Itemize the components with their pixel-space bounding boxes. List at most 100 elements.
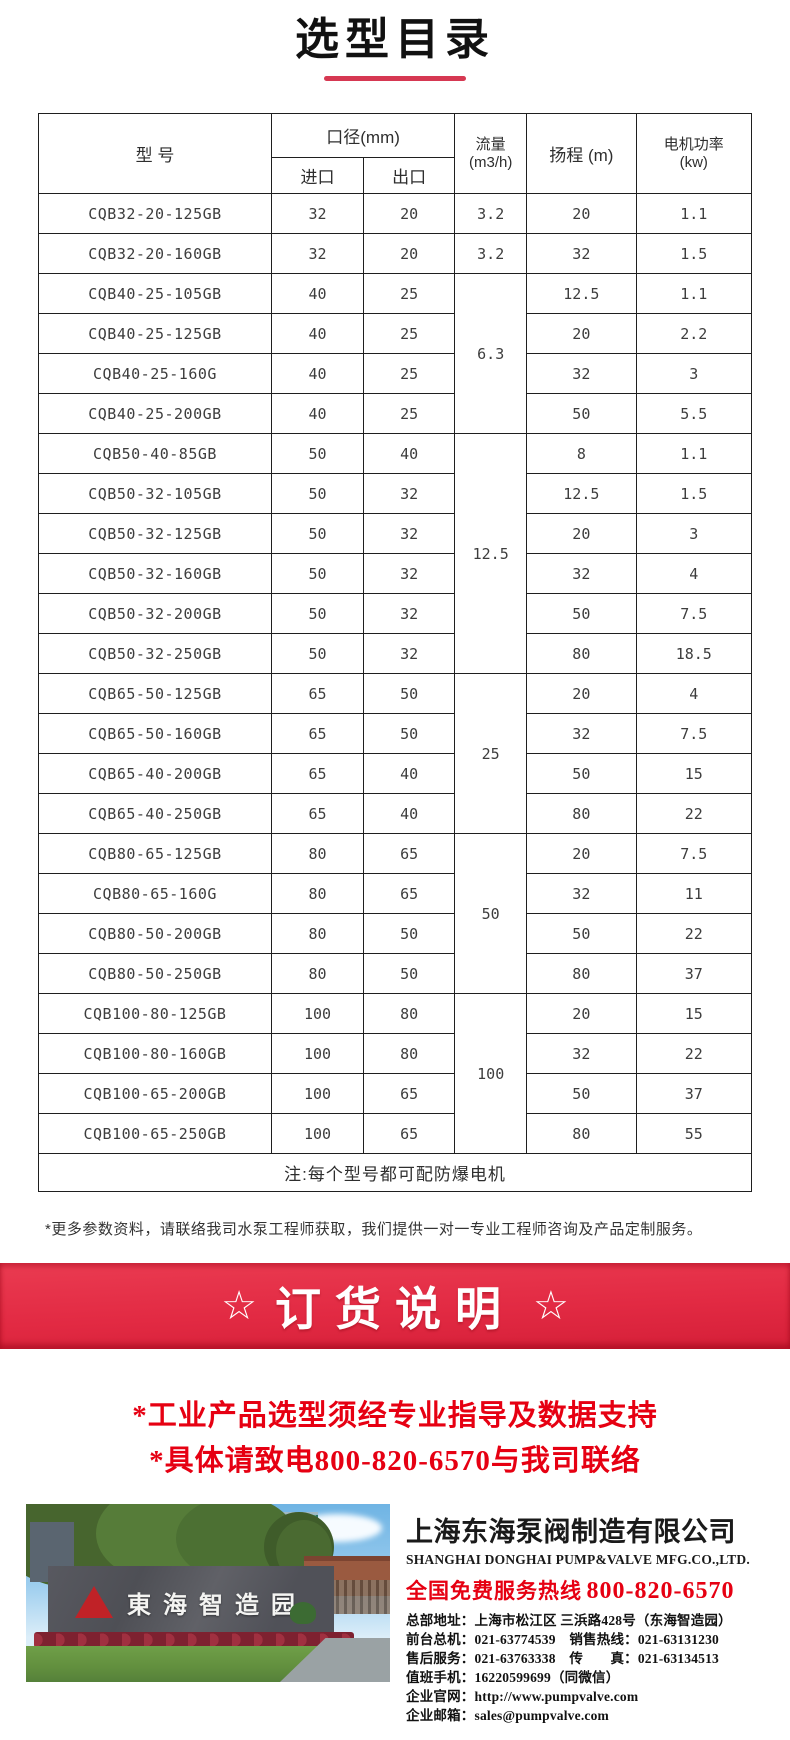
table-row: CQB50-32-200GB 50 32 50 7.5 [38, 593, 753, 634]
table-note-row: 注:每个型号都可配防爆电机 [38, 1153, 752, 1192]
cell-power: 7.5 [635, 713, 753, 754]
cell-model: CQB50-32-250GB [38, 633, 272, 674]
cell-outlet: 20 [363, 193, 456, 234]
cell-power: 2.2 [635, 313, 753, 354]
cell-model: CQB40-25-200GB [38, 393, 272, 434]
cell-outlet: 65 [363, 873, 456, 914]
cell-flow: 100 [454, 993, 528, 1154]
hotline-number: 800-820-6570 [586, 1578, 735, 1604]
table-row: CQB40-25-160G 40 25 32 3 [38, 353, 753, 394]
table-row: CQB80-50-200GB 80 50 50 22 [38, 913, 753, 954]
table-row: CQB40-25-200GB 40 25 50 5.5 [38, 393, 753, 434]
photo-palm [290, 1602, 316, 1624]
cell-power: 1.5 [635, 233, 753, 274]
cell-model: CQB100-65-200GB [38, 1073, 272, 1114]
cell-model: CQB80-50-200GB [38, 913, 272, 954]
col-header-model: 型 号 [38, 113, 272, 194]
cell-outlet: 80 [363, 1033, 456, 1074]
cell-inlet: 40 [270, 353, 365, 394]
cell-power: 1.1 [635, 433, 753, 474]
cell-power: 4 [635, 553, 753, 594]
cell-power: 1.1 [635, 193, 753, 234]
table-row: CQB50-32-125GB 50 32 20 3 [38, 513, 753, 554]
company-info-lines: 总部地址：上海市松江区 三浜路428号（东海智造园） 前台总机：021-63774… [406, 1611, 764, 1725]
cell-outlet: 80 [363, 993, 456, 1034]
cell-head: 20 [526, 833, 637, 874]
cell-inlet: 40 [270, 273, 365, 314]
cell-inlet: 50 [270, 433, 365, 474]
cell-model: CQB100-80-125GB [38, 993, 272, 1034]
power-label-line1: 电机功率 [663, 135, 724, 153]
company-name-cn: 上海东海泵阀制造有限公司 [406, 1517, 736, 1547]
table-row: CQB50-32-250GB 50 32 80 18.5 [38, 633, 753, 674]
cell-model: CQB50-40-85GB [38, 433, 272, 474]
cell-power: 37 [635, 953, 753, 994]
cell-outlet: 65 [363, 1113, 456, 1154]
cell-inlet: 100 [270, 1033, 365, 1074]
cell-inlet: 50 [270, 513, 365, 554]
service-hotline: 全国免费服务热线 800-820-6570 [406, 1575, 764, 1605]
table-row: CQB80-50-250GB 80 50 80 37 [38, 953, 753, 994]
cell-model: CQB100-80-160GB [38, 1033, 272, 1074]
order-banner: ☆ 订货说明 ☆ [0, 1263, 790, 1349]
company-photo: 東海智造园 [26, 1504, 390, 1682]
cell-head: 80 [526, 953, 637, 994]
table-row: CQB40-25-125GB 40 25 20 2.2 [38, 313, 753, 354]
cell-outlet: 40 [363, 433, 456, 474]
cell-inlet: 65 [270, 753, 365, 794]
cell-inlet: 50 [270, 593, 365, 634]
cell-power: 1.1 [635, 273, 753, 314]
cell-outlet: 32 [363, 633, 456, 674]
cell-flow: 6.3 [454, 273, 528, 434]
star-icon-right: ☆ [533, 1284, 569, 1328]
company-name-en: SHANGHAI DONGHAI PUMP&VALVE MFG.CO.,LTD. [406, 1552, 750, 1567]
cell-model: CQB50-32-160GB [38, 553, 272, 594]
cell-outlet: 20 [363, 233, 456, 274]
title-underline [324, 76, 466, 81]
cell-head: 32 [526, 1033, 637, 1074]
cell-inlet: 100 [270, 993, 365, 1034]
table-row: CQB32-20-125GB 32 20 3.2 20 1.1 [38, 193, 753, 234]
power-label-line2: (kw) [679, 153, 708, 171]
cell-inlet: 80 [270, 913, 365, 954]
table-row: CQB65-50-160GB 65 50 32 7.5 [38, 713, 753, 754]
cell-model: CQB32-20-160GB [38, 233, 272, 274]
cell-power: 3 [635, 513, 753, 554]
col-header-power: 电机功率 (kw) [635, 113, 753, 194]
cell-model: CQB50-32-125GB [38, 513, 272, 554]
company-info-line: 售后服务：021-63763338 传 真：021-63134513 [406, 1651, 719, 1666]
cell-head: 50 [526, 593, 637, 634]
company-info-line: 值班手机：16220599699（同微信） [406, 1670, 620, 1685]
cell-power: 7.5 [635, 833, 753, 874]
cell-inlet: 50 [270, 633, 365, 674]
cell-inlet: 40 [270, 393, 365, 434]
table-row: CQB40-25-105GB 40 25 6.3 12.5 1.1 [38, 273, 753, 434]
cell-head: 50 [526, 913, 637, 954]
cell-head: 20 [526, 673, 637, 714]
star-icon-left: ☆ [221, 1284, 257, 1328]
cell-head: 32 [526, 873, 637, 914]
cell-head: 20 [526, 193, 637, 234]
table-header-row-2: 进口 出口 [39, 157, 752, 194]
hotline-label: 全国免费服务热线 [406, 1580, 582, 1603]
cell-outlet: 65 [363, 1073, 456, 1114]
table-row: CQB80-65-160G 80 65 32 11 [38, 873, 753, 914]
company-info-line: 总部地址：上海市松江区 三浜路428号（东海智造园） [406, 1613, 732, 1628]
cell-outlet: 25 [363, 353, 456, 394]
cell-inlet: 50 [270, 473, 365, 514]
cell-outlet: 40 [363, 753, 456, 794]
cell-head: 80 [526, 793, 637, 834]
cell-outlet: 40 [363, 793, 456, 834]
order-banner-title: 订货说明 [275, 1283, 515, 1335]
cell-power: 18.5 [635, 633, 753, 674]
cell-power: 15 [635, 993, 753, 1034]
table-row: CQB50-32-105GB 50 32 12.5 1.5 [38, 473, 753, 514]
cell-outlet: 25 [363, 273, 456, 314]
col-header-flow: 流量 (m3/h) [454, 113, 528, 194]
cell-power: 22 [635, 1033, 753, 1074]
col-header-head: 扬程 (m) [526, 113, 637, 194]
cell-model: CQB32-20-125GB [38, 193, 272, 234]
cell-head: 50 [526, 1073, 637, 1114]
cell-power: 7.5 [635, 593, 753, 634]
photo-sign-wall: 東海智造园 [48, 1566, 334, 1638]
